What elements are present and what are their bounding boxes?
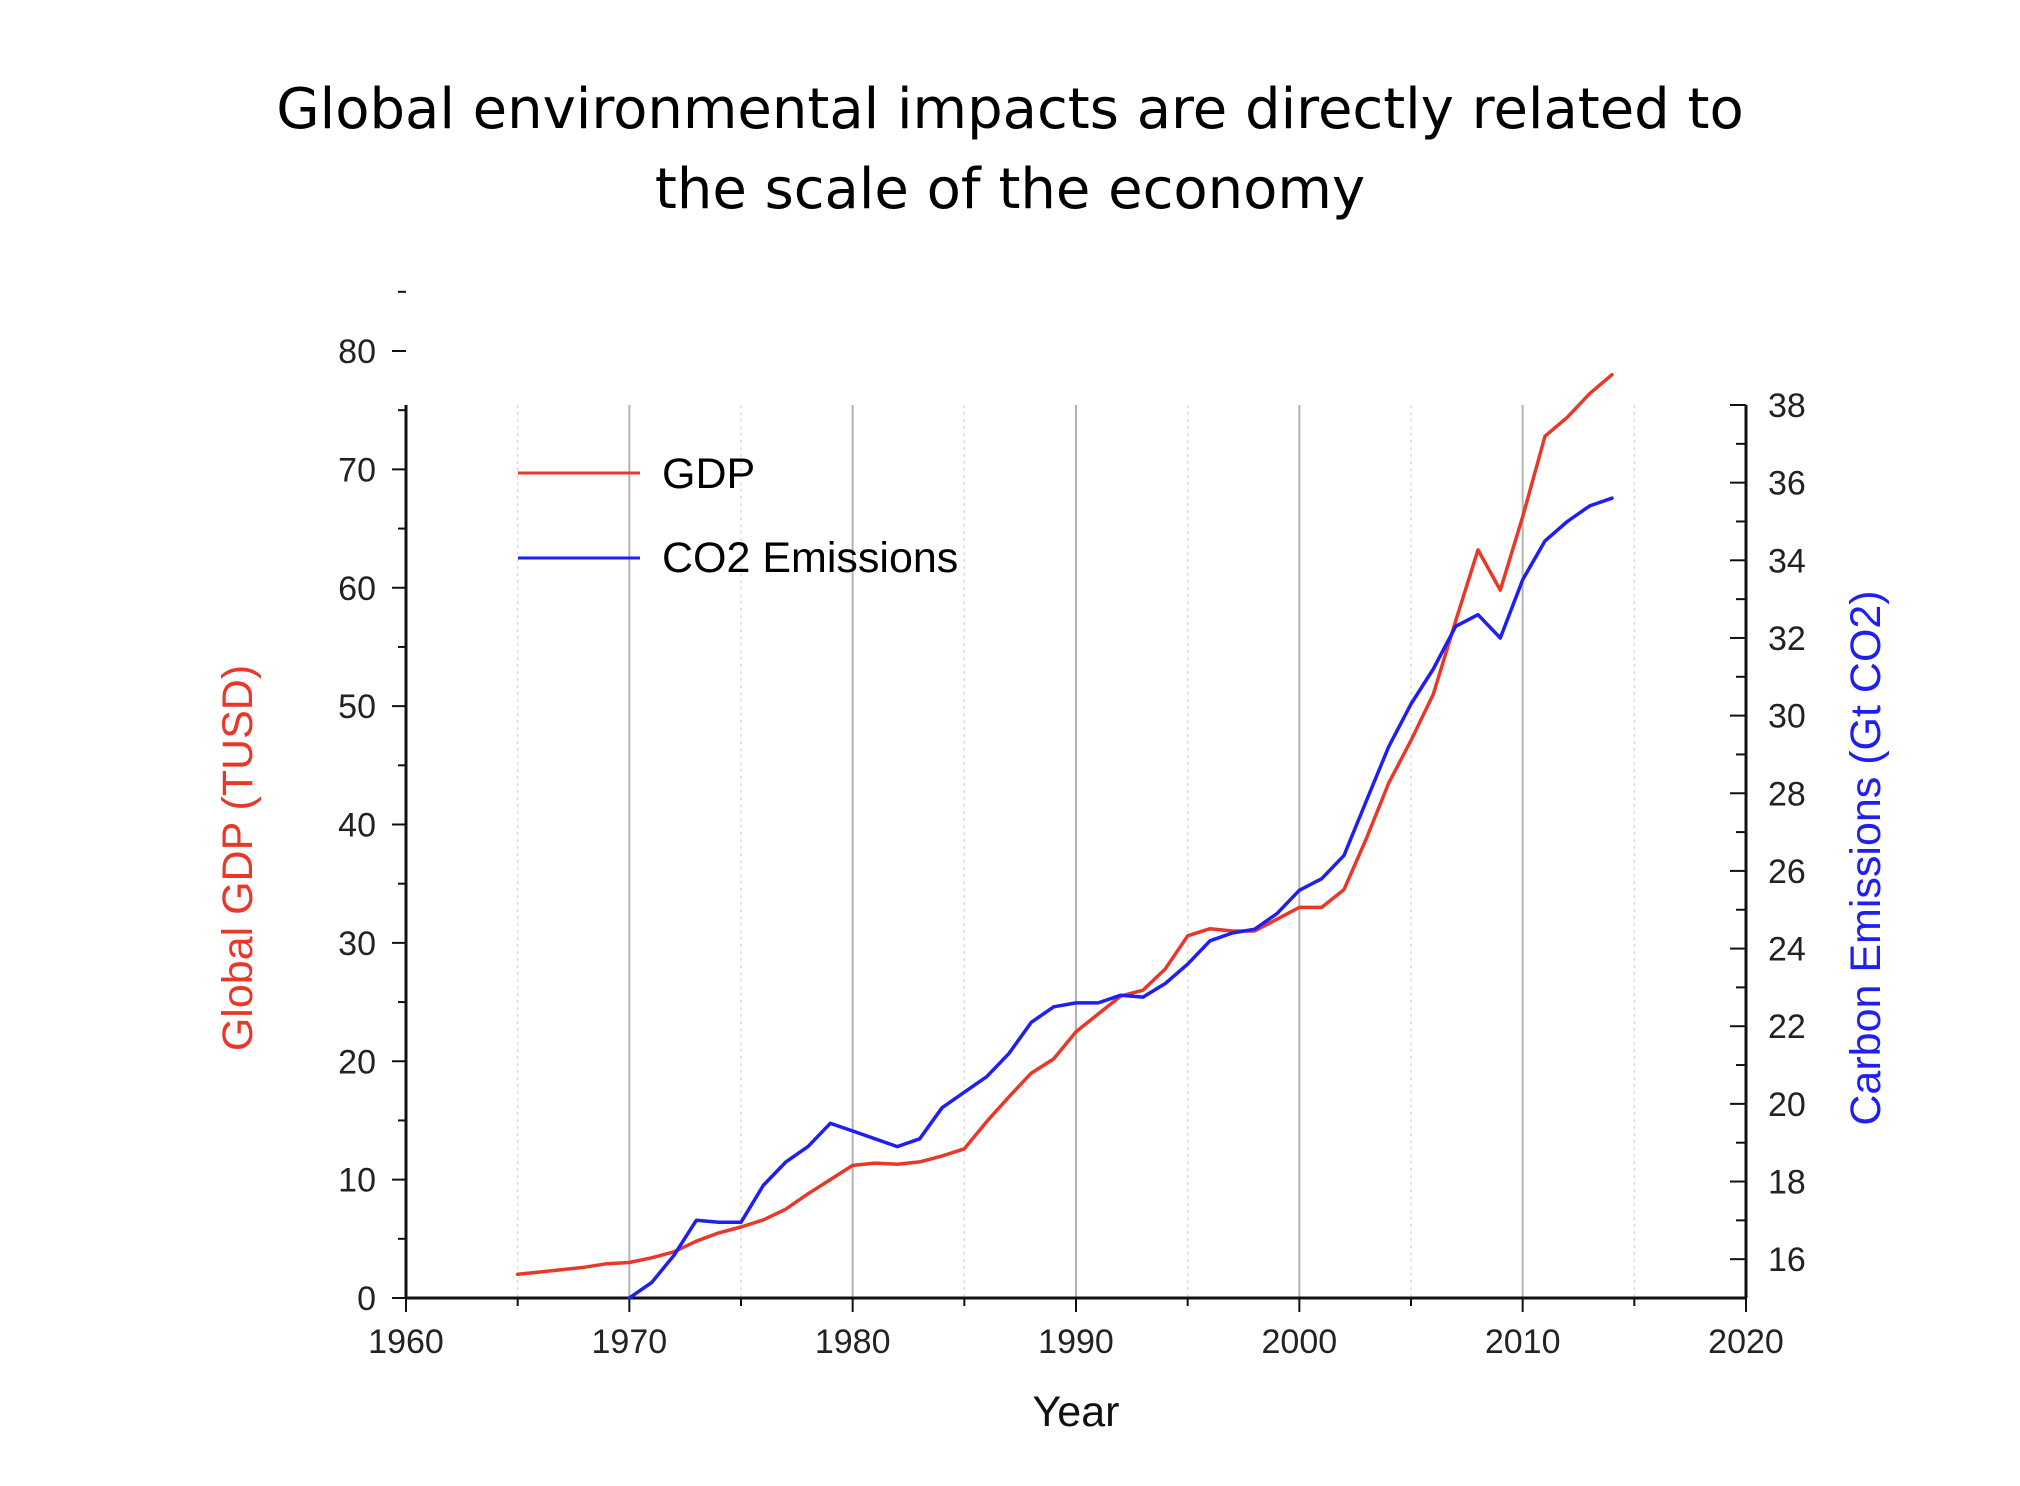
legend-label-gdp: GDP [662, 450, 755, 498]
legend-label-co2: CO2 Emissions [662, 534, 958, 582]
legend: GDP CO2 Emissions [518, 450, 958, 582]
x-tick-label: 2010 [1485, 1323, 1561, 1361]
slide-title-line-1: Global environmental impacts are directl… [276, 77, 1744, 142]
x-tick-label: 1970 [592, 1323, 668, 1361]
y-left-tick-label: 20 [338, 1043, 376, 1081]
y-left-tick-label: 60 [338, 570, 376, 608]
axes-layer: 1960 1970 1980 1990 2000 2010 2020 0 10 20 30 40 50 6… [338, 290, 1806, 1361]
y-right-tick-label: 16 [1768, 1241, 1806, 1279]
series-line-co2 [627, 496, 1614, 1300]
y-left-tick-label: 30 [338, 925, 376, 963]
slide-title: Global environmental impacts are directl… [0, 70, 2020, 230]
y-right-tick-label: 36 [1768, 465, 1806, 503]
y-axis-right-title: Carbon Emissions (Gt CO2) [1842, 590, 1890, 1125]
slide-title-line-2: the scale of the economy [654, 157, 1366, 222]
y-left-tick-label: 40 [338, 807, 376, 845]
x-tick-label: 2020 [1708, 1323, 1784, 1361]
y-left-tick-label: 0 [357, 1280, 376, 1318]
y-right-tick-label: 26 [1768, 853, 1806, 891]
y-right-tick-label: 28 [1768, 775, 1806, 813]
y-right-tick-label: 38 [1768, 387, 1806, 425]
y-right-tick-label: 30 [1768, 698, 1806, 736]
x-tick-label: 1990 [1038, 1323, 1114, 1361]
y-left-tick-label: 70 [338, 451, 376, 489]
y-left-tick-label: 50 [338, 688, 376, 726]
y-right-tick-label: 20 [1768, 1086, 1806, 1124]
x-axis-title: Year [1033, 1388, 1120, 1436]
y-right-tick-label: 32 [1768, 620, 1806, 658]
y-right-tick-label: 22 [1768, 1008, 1806, 1046]
y-right-tick-label: 34 [1768, 542, 1806, 580]
series-line-gdp [515, 372, 1614, 1277]
x-tick-label: 1980 [815, 1323, 891, 1361]
series-layer [515, 372, 1614, 1300]
y-axis-left-title: Global GDP (TUSD) [214, 665, 262, 1051]
x-tick-label: 2000 [1262, 1323, 1338, 1361]
y-right-tick-label: 24 [1768, 931, 1806, 969]
x-tick-label: 1960 [368, 1323, 444, 1361]
y-right-tick-label: 18 [1768, 1164, 1806, 1202]
y-left-tick-label: 10 [338, 1162, 376, 1200]
y-left-tick-label: 80 [338, 333, 376, 371]
